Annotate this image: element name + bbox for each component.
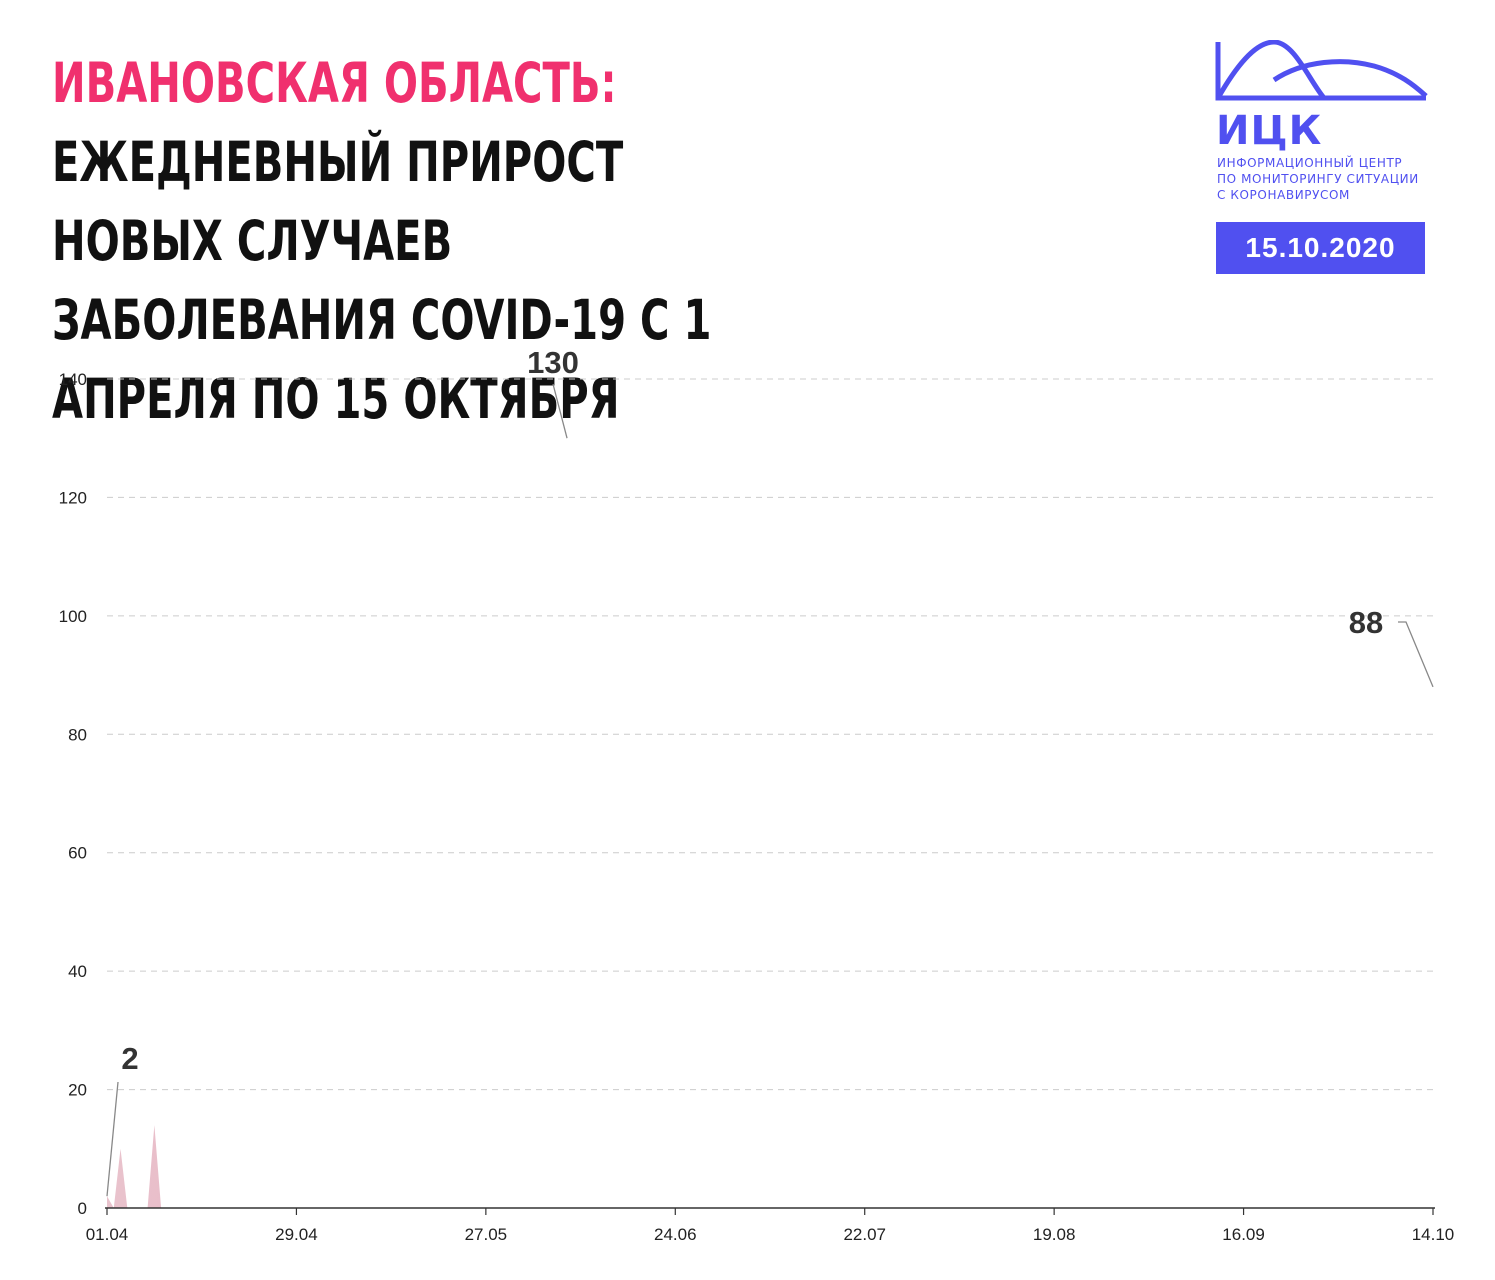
ick-logo: ИЦК Информационный центр по мониторингу … <box>1214 40 1429 202</box>
y-tick-label: 100 <box>59 607 87 626</box>
chart-title-rest: ежедневный прирост новых случаев заболев… <box>52 130 712 431</box>
annotation-label: 88 <box>1349 605 1383 640</box>
annotation-leader-line <box>552 383 568 439</box>
series-area <box>107 1125 1440 1208</box>
y-tick-label: 0 <box>78 1199 87 1218</box>
annotation-leader-line <box>1398 621 1434 688</box>
ick-logo-abbr: ИЦК <box>1216 108 1323 154</box>
x-tick-label: 01.04 <box>86 1225 129 1244</box>
chart-title: Ивановская область: ежедневный прирост н… <box>52 44 782 439</box>
y-tick-label: 20 <box>68 1081 87 1100</box>
ick-logo-mark-icon <box>1215 40 1428 101</box>
annotation-leader-line <box>106 1081 119 1197</box>
y-tick-label: 40 <box>68 962 87 981</box>
x-tick-label: 27.05 <box>465 1225 508 1244</box>
x-tick-label: 29.04 <box>275 1225 318 1244</box>
annotation-label: 2 <box>121 1041 138 1076</box>
annotation-label: 130 <box>527 345 579 380</box>
y-tick-label: 80 <box>68 725 87 744</box>
date-badge: 15.10.2020 <box>1216 222 1425 274</box>
y-tick-label: 140 <box>59 370 87 389</box>
chart-title-accent: Ивановская область: <box>52 51 617 115</box>
x-tick-label: 22.07 <box>843 1225 886 1244</box>
y-tick-label: 60 <box>68 844 87 863</box>
ick-logo-line-2: по мониторингу ситуации <box>1217 172 1419 186</box>
x-tick-label: 14.10 <box>1412 1225 1455 1244</box>
x-tick-label: 19.08 <box>1033 1225 1076 1244</box>
ick-logo-line-3: с коронавирусом <box>1217 188 1351 202</box>
ick-logo-line-1: Информационный центр <box>1217 156 1403 170</box>
y-tick-label: 120 <box>59 488 87 507</box>
x-tick-label: 24.06 <box>654 1225 697 1244</box>
x-tick-label: 16.09 <box>1222 1225 1265 1244</box>
